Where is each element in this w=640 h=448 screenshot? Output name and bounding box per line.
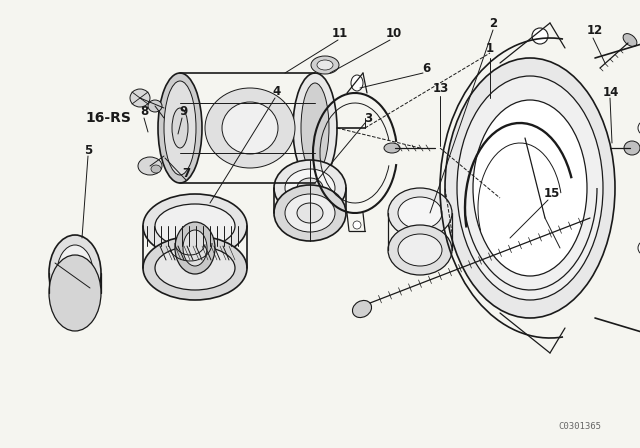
Text: 1: 1: [486, 42, 494, 55]
Ellipse shape: [222, 102, 278, 154]
Ellipse shape: [57, 245, 93, 301]
Text: 13: 13: [433, 82, 449, 95]
Ellipse shape: [285, 194, 335, 232]
Ellipse shape: [297, 203, 323, 223]
Text: 11: 11: [332, 26, 348, 39]
Ellipse shape: [49, 255, 101, 331]
Text: 4: 4: [273, 85, 281, 98]
Ellipse shape: [473, 100, 587, 276]
Ellipse shape: [130, 89, 150, 107]
Ellipse shape: [274, 160, 346, 216]
Text: C0301365: C0301365: [559, 422, 602, 431]
Ellipse shape: [205, 88, 295, 168]
Text: 2: 2: [489, 17, 497, 30]
Text: 7: 7: [182, 167, 190, 180]
Ellipse shape: [297, 178, 323, 198]
Ellipse shape: [638, 121, 640, 135]
Ellipse shape: [638, 241, 640, 255]
Ellipse shape: [143, 194, 247, 258]
Ellipse shape: [388, 188, 452, 238]
Ellipse shape: [384, 143, 400, 153]
Ellipse shape: [183, 230, 207, 266]
Ellipse shape: [353, 301, 372, 318]
Text: 6: 6: [422, 61, 430, 74]
Ellipse shape: [155, 246, 235, 290]
Ellipse shape: [623, 34, 637, 47]
Ellipse shape: [293, 73, 337, 183]
Text: 14: 14: [603, 86, 619, 99]
Ellipse shape: [172, 108, 188, 148]
Ellipse shape: [398, 197, 442, 229]
Ellipse shape: [148, 100, 162, 112]
Ellipse shape: [274, 185, 346, 241]
Ellipse shape: [457, 76, 603, 300]
Ellipse shape: [49, 235, 101, 311]
Ellipse shape: [388, 225, 452, 275]
Ellipse shape: [143, 236, 247, 300]
Text: 10: 10: [386, 26, 402, 39]
Ellipse shape: [155, 204, 235, 248]
Ellipse shape: [311, 56, 339, 74]
Ellipse shape: [353, 221, 361, 229]
Text: 12: 12: [587, 23, 603, 36]
Text: 8: 8: [140, 104, 148, 117]
Ellipse shape: [151, 165, 161, 173]
Ellipse shape: [398, 234, 442, 266]
Ellipse shape: [317, 60, 333, 70]
Ellipse shape: [351, 75, 363, 91]
Ellipse shape: [285, 169, 335, 207]
Text: 9: 9: [179, 104, 187, 117]
Ellipse shape: [532, 28, 548, 44]
Ellipse shape: [624, 141, 640, 155]
Text: 3: 3: [364, 112, 372, 125]
Text: 15: 15: [544, 186, 560, 199]
Ellipse shape: [445, 58, 615, 318]
Ellipse shape: [175, 222, 215, 274]
Ellipse shape: [301, 83, 329, 173]
Text: 16-RS: 16-RS: [85, 111, 131, 125]
Text: 5: 5: [84, 143, 92, 156]
Ellipse shape: [158, 73, 202, 183]
Ellipse shape: [138, 157, 162, 175]
Ellipse shape: [164, 81, 196, 175]
